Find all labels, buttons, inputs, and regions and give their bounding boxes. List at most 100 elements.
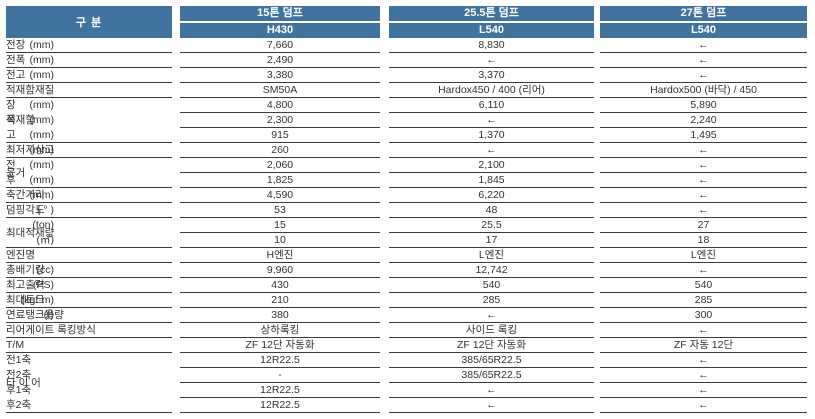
row-label: 총배기량	[6, 264, 45, 276]
row-label-cell: 전고 (mm)	[6, 68, 172, 83]
column-title: 25.5톤 덤프	[389, 6, 594, 21]
table-row: 축간거리 (mm) 4,590 6,220 ←	[6, 188, 815, 203]
cell-value: 6,220	[389, 188, 594, 203]
row-label: 리어게이트 록킹방식	[6, 324, 96, 336]
table-row: 최대적재량 (ton) 15 25.5 27	[6, 218, 815, 239]
row-divider	[6, 97, 172, 98]
row-unit: (mm)	[29, 69, 55, 81]
cell-value: 4,800	[180, 98, 380, 113]
row-label-cell: 윤거 전 (mm)	[6, 158, 172, 179]
row-label: 최고출력	[6, 279, 45, 291]
cell-value: ←	[600, 53, 807, 68]
cell-value: 2,240	[600, 113, 807, 128]
cell-value: SM50A	[180, 83, 380, 98]
cell-value: -	[180, 368, 380, 383]
row-label-cell: 후2축	[6, 398, 172, 413]
row-unit: (mm)	[29, 129, 55, 141]
row-divider	[6, 157, 172, 158]
cell-value: 260	[180, 143, 380, 158]
row-label-cell: 연료탱크용량 (ℓ)	[6, 308, 172, 323]
cell-value: 사이드 록킹	[389, 323, 594, 338]
cell-value: 2,490	[180, 53, 380, 68]
table-row: 폭 (mm) 2,300 ← 2,240	[6, 113, 815, 128]
cell-value: 12,742	[389, 263, 594, 278]
row-label-cell: 덤핑각도( ° )	[6, 203, 172, 218]
cell-value: 1,825	[180, 173, 380, 188]
cell-value: 210	[180, 293, 380, 308]
table-row: 전폭 (mm) 2,490 ← ←	[6, 53, 815, 68]
cell-value: ←	[389, 113, 594, 128]
table-row: 최고출력 (PS) 430 540 540	[6, 278, 815, 293]
row-label-cell: 폭 (mm)	[6, 113, 172, 128]
cell-value: ←	[600, 368, 807, 383]
cell-value: 285	[389, 293, 594, 308]
row-group-label: 윤거	[6, 166, 26, 179]
row-divider	[6, 292, 172, 293]
cell-value: 8,830	[389, 38, 594, 53]
row-label-cell: 후1축	[6, 383, 172, 398]
cell-value: ←	[389, 398, 594, 413]
cell-value: ←	[600, 263, 807, 278]
row-label: T/M	[6, 339, 25, 351]
table-row: 최대토크 (kgf·m) 210 285 285	[6, 293, 815, 308]
cell-value: 12R22.5	[180, 353, 380, 368]
row-divider	[6, 217, 172, 218]
cell-value: ←	[389, 308, 594, 323]
row-unit: (PS)	[33, 279, 54, 291]
cell-value: ZF 12단 자동화	[389, 338, 594, 353]
cell-value: ZF 자동 12단	[600, 338, 807, 353]
cell-value: ←	[389, 53, 594, 68]
cell-value: 285	[600, 293, 807, 308]
cell-value: 15	[180, 218, 380, 233]
row-sub-label: 고	[6, 129, 16, 141]
table-row: 총배기량 (cc) 9,960 12,742 ←	[6, 263, 815, 278]
cell-value: 385/65R22.5	[389, 368, 594, 383]
column-model: L540	[389, 23, 594, 38]
table-row: 리어게이트 록킹방식 상하록킹 사이드 록킹 ←	[6, 323, 815, 338]
cell-value: 상하록킹	[180, 323, 380, 338]
cell-value: L엔진	[600, 248, 807, 263]
row-unit: (㎥)	[36, 234, 55, 246]
row-unit: (kgf·m)	[20, 294, 54, 306]
cell-value: Hardox450 / 400 (리어)	[389, 83, 594, 98]
cell-value: ←	[600, 38, 807, 53]
cell-value: 9,960	[180, 263, 380, 278]
row-divider	[6, 307, 172, 308]
table-row: 후2축 12R22.5 ← ←	[6, 398, 815, 413]
row-unit: (cc)	[36, 264, 55, 276]
cell-value: ←	[600, 188, 807, 203]
row-unit: (mm)	[29, 189, 55, 201]
row-divider	[6, 277, 172, 278]
row-unit: (mm)	[29, 159, 55, 171]
cell-value: ←	[389, 143, 594, 158]
cell-value: 18	[600, 233, 807, 248]
cell-value: 53	[180, 203, 380, 218]
cell-value: 2,100	[389, 158, 594, 173]
cell-value: 380	[180, 308, 380, 323]
row-label: 엔진명	[6, 249, 35, 261]
cell-value: 3,380	[180, 68, 380, 83]
cell-value: 10	[180, 233, 380, 248]
row-label: 전장	[6, 39, 26, 51]
row-divider	[6, 52, 172, 53]
cell-value: ←	[600, 173, 807, 188]
table-row: 연료탱크용량 (ℓ) 380 ← 300	[6, 308, 815, 323]
table-row: 적재함재질 SM50A Hardox450 / 400 (리어) Hardox500 …	[6, 83, 815, 98]
row-label: 최대토크	[6, 294, 45, 306]
table-body: 전장 (mm) 7,660 8,830 ← 전폭 (mm) 2,490 ← ← 전고 (mm) 3,38…	[6, 38, 815, 413]
row-unit: (mm)	[29, 144, 55, 156]
row-divider	[6, 187, 172, 188]
row-label-cell: 후 (mm)	[6, 173, 172, 188]
cell-value: ZF 12단 자동화	[180, 338, 380, 353]
row-label: 전고	[6, 69, 26, 81]
table-row: 전고 (mm) 3,380 3,370 ←	[6, 68, 815, 83]
row-sub-label: 전	[6, 159, 16, 171]
cell-value: H엔진	[180, 248, 380, 263]
row-unit: (mm)	[29, 99, 55, 111]
cell-value: 385/65R22.5	[389, 353, 594, 368]
row-label-cell: (㎥)	[6, 233, 172, 248]
cell-value: ←	[600, 323, 807, 338]
table-row: 적재함 장 (mm) 4,800 6,110 5,890	[6, 98, 815, 126]
row-label-cell: 총배기량 (cc)	[6, 263, 172, 278]
